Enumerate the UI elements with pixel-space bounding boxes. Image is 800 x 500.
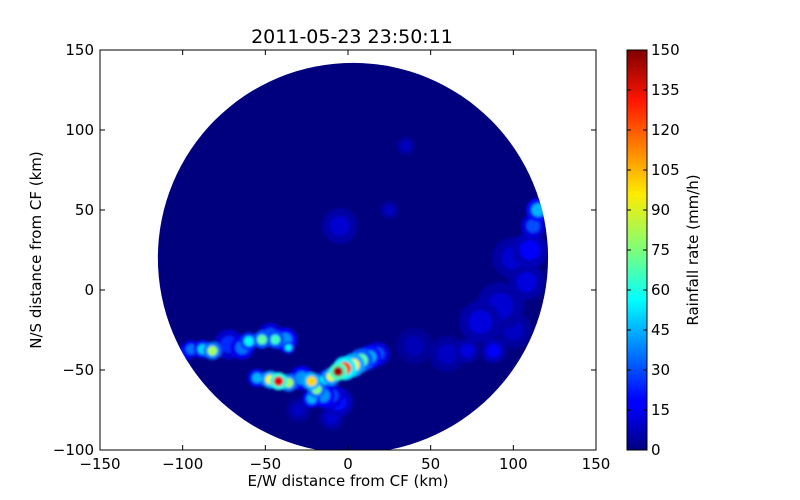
colorbar-tick-label: 120 [651,121,680,139]
x-tick-label: 100 [499,455,528,473]
rain-cell [270,334,281,345]
rain-cell [333,366,344,377]
y-tick-label: −100 [53,441,94,459]
rain-cell [460,344,474,358]
rain-cell [526,219,540,233]
rain-cell [273,376,284,387]
x-tick-label: −100 [162,455,203,473]
colorbar-tick-label: 150 [651,41,680,59]
rain-cell [437,344,458,364]
rain-cell [329,216,350,236]
chart-title: 2011-05-23 23:50:11 [251,26,453,48]
x-tick-label: 150 [582,455,611,473]
rain-cell [207,345,218,356]
x-tick-label: 50 [421,455,440,473]
y-axis-ticks: −100 −50 0 50 100 150 [53,41,596,459]
rain-cell [516,272,537,292]
rain-cells [173,137,549,430]
colorbar-tick-label: 60 [651,281,670,299]
colorbar-ticks: 0 15 30 45 60 75 90 105 120 135 150 [627,41,680,459]
rain-cell [306,376,317,387]
x-axis-label: E/W distance from CF (km) [247,472,448,490]
radar-coverage-disk [157,62,548,450]
colorbar-tick-label: 30 [651,361,670,379]
colorbar-tick-label: 105 [651,161,680,179]
x-tick-label: −50 [250,455,282,473]
colorbar-tick-label: 15 [651,401,670,419]
y-tick-label: −50 [62,361,94,379]
radar-image [157,62,549,450]
y-axis-label: N/S distance from CF (km) [27,151,45,348]
x-axis-ticks: −150 −100 −50 0 50 100 150 [79,50,610,473]
colorbar-tick-label: 75 [651,241,670,259]
rain-cell [468,310,492,334]
rain-cell [519,240,540,260]
rain-cell [252,373,263,383]
y-tick-label: 150 [65,41,94,59]
y-tick-label: 100 [65,121,94,139]
y-tick-label: 0 [84,281,94,299]
y-tick-label: 50 [75,201,94,219]
rain-cell [257,334,267,345]
rain-cell [243,336,254,347]
colorbar-tick-label: 135 [651,81,680,99]
rain-cell [291,403,306,417]
colorbar-tick-label: 45 [651,321,670,339]
rain-cell [185,344,196,355]
rain-cell [384,205,395,215]
colorbar-tick-label: 0 [651,441,661,459]
x-tick-label: 0 [343,455,353,473]
colorbar-label: Rainfall rate (mm/h) [684,174,702,325]
rain-cell [486,344,501,358]
rain-cell [404,336,425,356]
colorbar-tick-label: 90 [651,201,670,219]
rain-cell [400,141,411,151]
x-tick-label: −150 [79,455,120,473]
rain-cell [285,344,292,351]
